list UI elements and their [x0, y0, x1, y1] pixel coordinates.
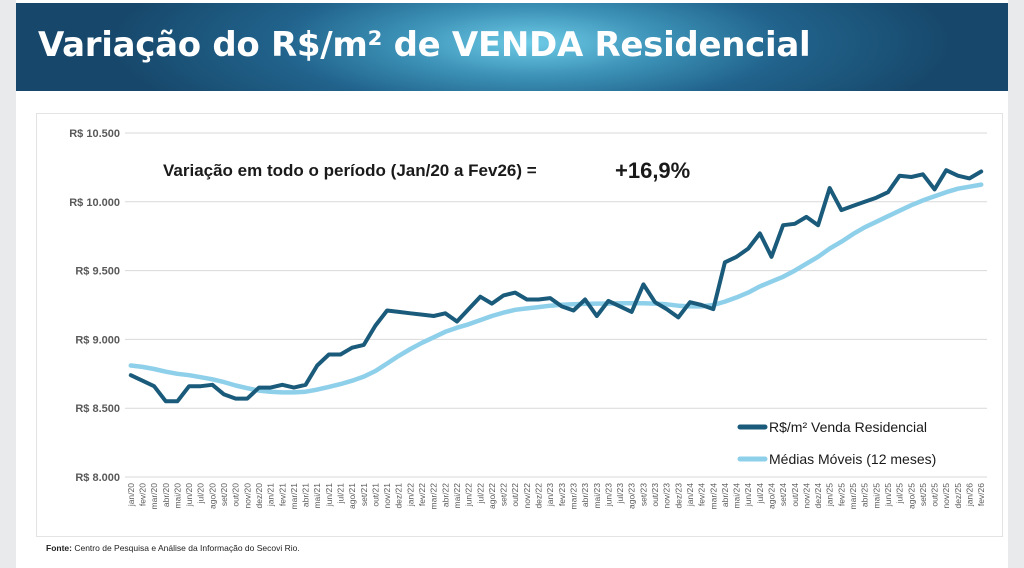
slide-title: Variação do R$/m² de VENDA Residencial [38, 25, 811, 65]
legend-label-media: Médias Móveis (12 meses) [769, 451, 936, 467]
x-tick-label: abr/21 [301, 483, 311, 507]
x-tick-label: fev/20 [137, 483, 147, 506]
x-tick-label: set/22 [499, 483, 509, 506]
x-tick-label: mar/24 [708, 483, 718, 510]
x-tick-label: dez/21 [394, 483, 404, 509]
x-tick-label: jan/21 [266, 483, 276, 507]
x-tick-label: ago/22 [487, 483, 497, 509]
x-tick-label: jun/23 [603, 483, 613, 507]
legend-label-venda: R$/m² Venda Residencial [769, 419, 927, 435]
x-tick-label: jul/20 [196, 483, 206, 505]
x-tick-label: jan/20 [126, 483, 136, 507]
x-tick-label: jan/24 [685, 483, 695, 507]
x-tick-label: jan/26 [965, 483, 975, 507]
x-tick-label: jan/25 [825, 483, 835, 507]
source-note: Fonte: Centro de Pesquisa e Análise da I… [46, 543, 300, 553]
x-tick-label: abr/22 [440, 483, 450, 507]
x-tick-label: mai/22 [452, 483, 462, 509]
y-tick-label: R$ 8.500 [75, 403, 120, 415]
y-tick-label: R$ 8.000 [75, 472, 120, 484]
chart-area: R$ 8.000 R$ 8.500 R$ 9.000 R$ 9.500 R$ 10.00… [36, 113, 1003, 537]
x-tick-label: mar/21 [289, 483, 299, 510]
x-tick-label: jul/24 [755, 483, 765, 505]
x-tick-label: ago/24 [767, 483, 777, 509]
x-tick-label: set/21 [359, 483, 369, 506]
x-tick-label: nov/22 [522, 483, 532, 509]
x-tick-label: mai/24 [732, 483, 742, 509]
x-tick-label: mar/25 [848, 483, 858, 510]
x-tick-label: fev/23 [557, 483, 567, 506]
line-chart: R$ 8.000 R$ 8.500 R$ 9.000 R$ 9.500 R$ 10.00… [69, 128, 987, 510]
source-label: Fonte: [46, 543, 72, 553]
x-tick-label: fev/24 [697, 483, 707, 506]
x-tick-label: out/24 [790, 483, 800, 507]
y-tick-label: R$ 9.000 [75, 334, 120, 346]
x-tick-label: ago/20 [207, 483, 217, 509]
x-tick-label: jan/22 [405, 483, 415, 507]
x-tick-label: out/20 [231, 483, 241, 507]
x-tick-label: dez/24 [813, 483, 823, 509]
x-tick-label: out/23 [650, 483, 660, 507]
x-tick-label: nov/20 [242, 483, 252, 509]
x-tick-label: mar/20 [149, 483, 159, 510]
x-tick-label: jan/23 [545, 483, 555, 507]
x-tick-label: set/23 [638, 483, 648, 506]
x-tick-label: dez/20 [254, 483, 264, 509]
x-tick-label: out/22 [510, 483, 520, 507]
x-tick-label: mai/21 [312, 483, 322, 509]
y-tick-label: R$ 10.500 [69, 128, 120, 140]
x-tick-label: ago/23 [627, 483, 637, 509]
x-tick-label: mai/20 [172, 483, 182, 509]
slide: Variação do R$/m² de VENDA Residencial R… [16, 0, 1008, 568]
x-tick-label: jun/24 [743, 483, 753, 507]
x-tick-label: mar/22 [429, 483, 439, 510]
series-line-medias-moveis [128, 182, 984, 395]
x-tick-label: abr/23 [580, 483, 590, 507]
annotation-text: Variação em todo o período (Jan/20 a Fev… [163, 161, 537, 180]
x-tick-label: abr/20 [161, 483, 171, 507]
x-tick-label: set/25 [918, 483, 928, 506]
x-tick-label: set/24 [778, 483, 788, 506]
x-tick-label: jun/22 [464, 483, 474, 507]
x-tick-label: out/25 [930, 483, 940, 507]
x-tick-label: fev/26 [976, 483, 986, 506]
x-tick-label: dez/25 [953, 483, 963, 509]
x-tick-label: jul/25 [895, 483, 905, 505]
x-tick-label: nov/21 [382, 483, 392, 509]
x-tick-label: nov/24 [801, 483, 811, 509]
title-banner: Variação do R$/m² de VENDA Residencial [16, 3, 1008, 91]
x-tick-label: abr/24 [720, 483, 730, 507]
x-tick-label: fev/25 [836, 483, 846, 506]
x-tick-label: dez/23 [673, 483, 683, 509]
x-tick-label: mai/25 [871, 483, 881, 509]
x-tick-label: jul/23 [615, 483, 625, 505]
x-tick-label: fev/22 [417, 483, 427, 506]
y-tick-label: R$ 9.500 [75, 266, 120, 278]
series-line-venda-residencial [128, 168, 984, 404]
y-tick-label: R$ 10.000 [69, 197, 120, 209]
x-tick-label: dez/22 [534, 483, 544, 509]
x-tick-label: jun/20 [184, 483, 194, 507]
x-tick-label: nov/23 [662, 483, 672, 509]
x-tick-label: jun/25 [883, 483, 893, 507]
x-tick-label: out/21 [370, 483, 380, 507]
x-tick-label: jul/21 [336, 483, 346, 505]
x-tick-label: ago/21 [347, 483, 357, 509]
x-tick-label: set/20 [219, 483, 229, 506]
annotation-value: +16,9% [615, 158, 690, 183]
x-tick-label: abr/25 [860, 483, 870, 507]
x-tick-label: jul/22 [475, 483, 485, 505]
x-tick-label: mar/23 [568, 483, 578, 510]
x-tick-label: ago/25 [906, 483, 916, 509]
x-tick-label: mai/23 [592, 483, 602, 509]
x-tick-label: fev/21 [277, 483, 287, 506]
x-tick-label: nov/25 [941, 483, 951, 509]
x-tick-label: jun/21 [324, 483, 334, 507]
source-text: Centro de Pesquisa e Análise da Informaç… [74, 543, 300, 553]
